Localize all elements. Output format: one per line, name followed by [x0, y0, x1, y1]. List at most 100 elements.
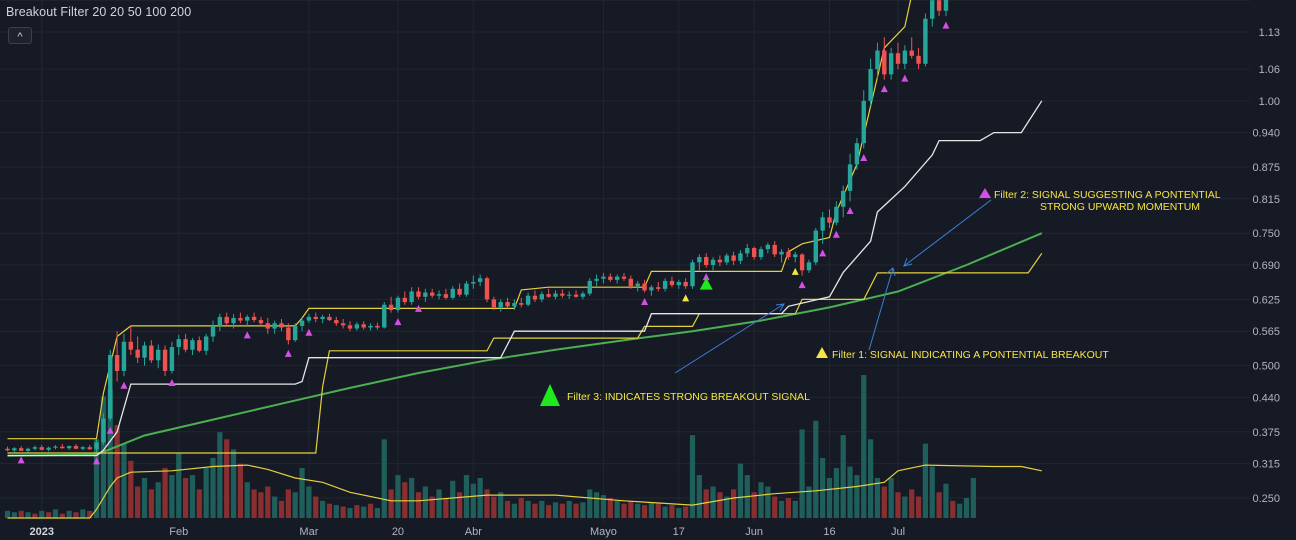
- candle-body: [799, 254, 805, 271]
- volume-bar: [374, 507, 380, 518]
- candle-body: [231, 317, 236, 324]
- annotation-filter1-text: Filter 1: SIGNAL INDICATING A PONTENTIAL…: [832, 349, 1109, 361]
- volume-bar: [580, 502, 586, 518]
- price-tick-label: 0.750: [1252, 228, 1280, 240]
- candle-body: [142, 345, 147, 358]
- signal-filter3: [699, 277, 713, 290]
- volume-bar: [922, 443, 928, 518]
- candle-body: [306, 316, 312, 321]
- volume-bar: [792, 500, 798, 518]
- volume-bar: [950, 500, 956, 518]
- price-tick-label: 0.315: [1252, 459, 1280, 471]
- volume-bar: [648, 502, 654, 518]
- candle-body: [121, 341, 127, 371]
- volume-bar: [292, 492, 298, 518]
- price-tick-label: 0.440: [1252, 392, 1280, 404]
- candle-body: [532, 295, 538, 300]
- volume-bar: [80, 509, 86, 518]
- candle-body: [916, 55, 921, 64]
- signal-filter2: [394, 318, 402, 326]
- volume-bar: [244, 482, 250, 518]
- time-axis[interactable]: 2023 Feb Mar 20 Abr Mayo 17 Jun 16 Jul: [30, 526, 906, 538]
- candle-body: [813, 230, 818, 263]
- volume-bar: [333, 505, 339, 518]
- candle-body: [203, 336, 209, 351]
- candle-body: [847, 164, 853, 191]
- volume-ma-line: [7, 464, 1042, 519]
- candle-body: [60, 446, 65, 449]
- signal-filter1: [682, 294, 690, 302]
- candle-body: [690, 262, 695, 287]
- candle-body: [662, 280, 668, 289]
- candle-body: [697, 257, 702, 263]
- price-axis[interactable]: 1.13 1.06 1.00 0.940 0.875 0.815 0.750 0.690 0.6…: [1252, 27, 1280, 505]
- candle-body: [340, 323, 346, 326]
- candle-body: [505, 302, 510, 307]
- candle-body: [793, 254, 798, 258]
- candle-body: [779, 251, 784, 255]
- volume-bar: [4, 510, 11, 518]
- signal-filter2: [284, 349, 292, 357]
- candle-body: [25, 448, 31, 451]
- volume-bar: [285, 489, 291, 518]
- candle-body: [649, 287, 654, 291]
- candle-body: [587, 280, 592, 294]
- volume-bar: [313, 496, 319, 518]
- volume-bar: [820, 457, 826, 518]
- volume-bar: [443, 497, 449, 518]
- time-tick-label: 2023: [30, 526, 54, 538]
- candle-body: [477, 278, 483, 282]
- candle-body: [580, 293, 586, 297]
- candle-body: [423, 292, 428, 297]
- volume-bar: [162, 467, 168, 518]
- volume-bar: [874, 477, 881, 518]
- candle-body: [210, 325, 216, 337]
- candle-body: [450, 288, 455, 298]
- volume-bar: [415, 492, 422, 518]
- volume-bar: [25, 512, 31, 518]
- volume-bar: [826, 477, 833, 518]
- volume-bar: [806, 486, 812, 518]
- signal-filter2: [819, 249, 827, 257]
- volume-bar: [724, 496, 730, 518]
- candle-body: [156, 349, 161, 361]
- candle-body: [888, 53, 894, 75]
- time-tick-label: 17: [673, 526, 685, 538]
- price-tick-label: 0.500: [1252, 361, 1280, 373]
- volume-bar: [641, 505, 648, 518]
- collapse-chevron-up-icon[interactable]: ^: [8, 27, 32, 44]
- volume-bar: [546, 505, 552, 518]
- time-tick-label: Abr: [465, 526, 482, 538]
- sma-200-line: [7, 232, 1043, 457]
- candle-body: [299, 320, 305, 326]
- candle-body: [628, 278, 634, 287]
- volume-bar: [306, 486, 312, 518]
- candle-body: [375, 325, 380, 328]
- candle-body: [279, 323, 284, 328]
- volume-bar: [635, 503, 641, 518]
- candle-body: [464, 283, 469, 295]
- time-tick-label: 20: [392, 526, 404, 538]
- volume-bar: [600, 495, 607, 518]
- time-tick-label: Feb: [169, 526, 188, 538]
- volume-bar: [765, 486, 771, 518]
- candle-body: [573, 294, 579, 297]
- candle-body: [245, 316, 250, 321]
- candle-body: [251, 316, 257, 321]
- price-tick-label: 0.250: [1252, 493, 1280, 505]
- candle-body: [868, 69, 873, 101]
- candle-body: [491, 299, 497, 308]
- candle-body: [553, 293, 558, 297]
- volume-bar: [155, 482, 161, 518]
- volume-bar: [662, 506, 668, 518]
- volume-bar: [189, 475, 196, 518]
- volume-bar: [183, 477, 189, 518]
- candle-body: [73, 446, 79, 449]
- arrow-filter3: [674, 303, 785, 374]
- volume-bar: [354, 505, 360, 518]
- volume-bar: [929, 466, 935, 518]
- volume-bar: [943, 483, 949, 518]
- volume-bar: [422, 486, 428, 518]
- candle-body: [457, 288, 462, 295]
